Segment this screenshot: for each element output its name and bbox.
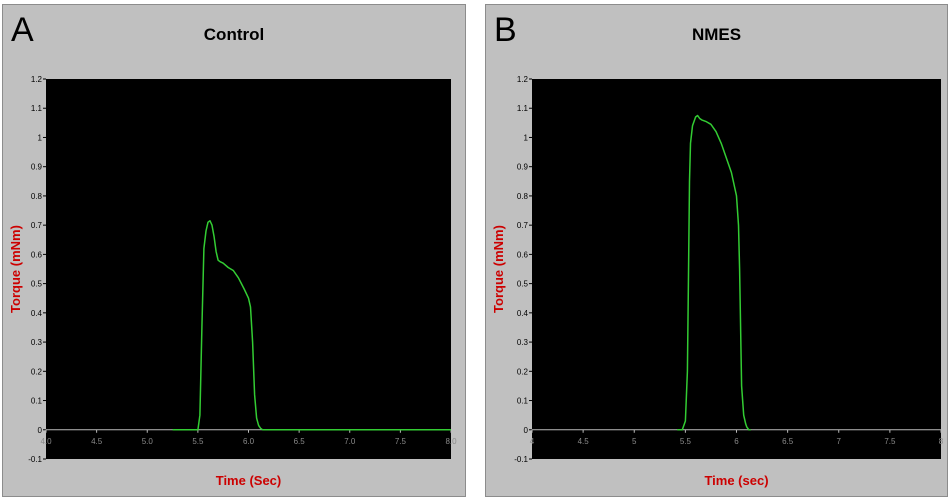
y-tick-label: 0.5 xyxy=(517,280,529,289)
chart-control: -0.1 0 0.1 0.2 0.3 0.4 0.5 0.6 0.7 0.8 0.9 1 1.1 1.2 4… xyxy=(8,75,457,488)
x-tick-label: 4.5 xyxy=(91,437,103,446)
x-tick-label: 6.5 xyxy=(782,437,794,446)
chart-title-nmes: NMES xyxy=(691,25,742,44)
y-tick-label: -0.1 xyxy=(28,455,42,464)
x-tick-label: 4 xyxy=(530,437,535,446)
y-tick-label: 0.3 xyxy=(517,338,529,347)
y-tick-label: 0.2 xyxy=(31,367,43,376)
x-tick-label: 5.0 xyxy=(142,437,154,446)
x-tick-label: 6.0 xyxy=(243,437,255,446)
y-tick-label: 0.9 xyxy=(517,163,529,172)
series-line-torque xyxy=(172,220,451,431)
x-tick-label: 7.5 xyxy=(395,437,407,446)
x-axis-label: Time (sec) xyxy=(704,473,768,488)
y-tick-label: 1 xyxy=(38,133,43,142)
y-tick-label: 0.4 xyxy=(517,309,529,318)
y-tick-label: 0.7 xyxy=(517,221,529,230)
y-tick-label: -0.1 xyxy=(514,455,528,464)
y-tick-label: 0 xyxy=(38,426,43,435)
y-tick-label: 1.2 xyxy=(517,75,529,84)
y-axis-label: Torque (mNm) xyxy=(8,225,23,313)
plot-area xyxy=(532,79,941,459)
y-tick-label: 0.7 xyxy=(31,221,43,230)
y-tick-label: 0.2 xyxy=(517,367,529,376)
x-tick-label: 7.5 xyxy=(884,437,896,446)
x-axis-label: Time (Sec) xyxy=(216,473,282,488)
x-tick-label: 8 xyxy=(939,437,944,446)
chart-nmes: -0.1 0 0.1 0.2 0.3 0.4 0.5 0.6 0.7 0.8 0.9 1 1.1 1.2 4… xyxy=(491,75,944,488)
x-tick-label: 7.0 xyxy=(344,437,356,446)
y-tick-label: 0.3 xyxy=(31,338,43,347)
y-tick-label: 0.8 xyxy=(31,192,43,201)
x-tick-label: 5.5 xyxy=(192,437,204,446)
y-tick-label: 0.6 xyxy=(31,250,43,259)
x-tick-label: 4.5 xyxy=(578,437,590,446)
panel-letter-a: A xyxy=(11,11,34,49)
panel-b: B NMES -0.1 0 0.1 0.2 0.3 0.4 0.5 0.6 0.7 0.8 0.9 1… xyxy=(485,4,948,497)
chart-title-control: Control xyxy=(203,25,265,44)
y-tick-label: 0.1 xyxy=(31,397,43,406)
y-tick-label: 0.8 xyxy=(517,192,529,201)
y-tick-label: 0 xyxy=(524,426,529,435)
y-tick-label: 1.2 xyxy=(31,75,43,84)
x-tick-label: 4.0 xyxy=(40,437,52,446)
panel-a: A Control -0.1 0 0.1 0.2 0.3 0.4 0.5 0.6 0.7 0.8 0… xyxy=(2,4,466,497)
y-tick-label: 1.1 xyxy=(517,104,529,113)
y-tick-label: 0.6 xyxy=(517,250,529,259)
y-tick-label: 0.1 xyxy=(517,397,529,406)
x-tick-label: 7 xyxy=(837,437,842,446)
x-tick-label: 5 xyxy=(632,437,637,446)
series-line-torque xyxy=(677,114,751,431)
y-axis-label: Torque (mNm) xyxy=(491,225,506,313)
x-tick-label: 8.0 xyxy=(445,437,457,446)
y-tick-label: 0.5 xyxy=(31,280,43,289)
x-tick-label: 6.5 xyxy=(294,437,306,446)
x-tick-label: 5.5 xyxy=(680,437,692,446)
y-tick-label: 1 xyxy=(524,133,529,142)
x-tick-label: 6 xyxy=(734,437,739,446)
y-tick-label: 0.9 xyxy=(31,163,43,172)
plot-area xyxy=(46,79,451,459)
y-tick-label: 0.4 xyxy=(31,309,43,318)
y-tick-label: 1.1 xyxy=(31,104,43,113)
panel-letter-b: B xyxy=(494,11,517,49)
